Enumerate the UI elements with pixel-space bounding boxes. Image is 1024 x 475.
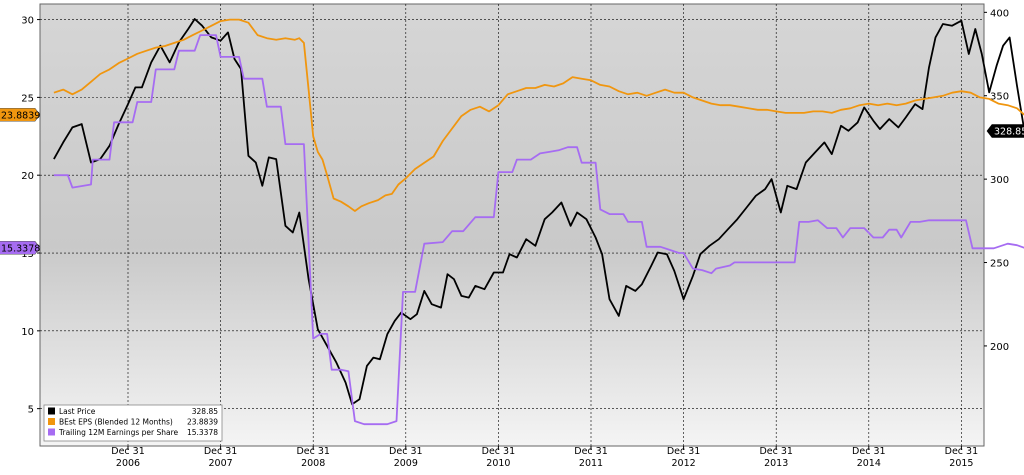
x-tick-label-line1: Dec 31 bbox=[759, 446, 793, 457]
x-tick-label-line2: 2007 bbox=[209, 458, 233, 469]
legend: Last Price 328.85 BEst EPS (Blended 12 Mon… bbox=[43, 404, 223, 442]
legend-swatch-2 bbox=[48, 428, 55, 436]
left-tick-label: 30 bbox=[21, 16, 34, 27]
legend-value-0: 328.85 bbox=[192, 407, 218, 416]
x-tick-label-line1: Dec 31 bbox=[111, 446, 145, 457]
right-tick-label: 300 bbox=[990, 175, 1009, 186]
right-tick-label: 400 bbox=[990, 8, 1009, 19]
x-tick-label-line1: Dec 31 bbox=[574, 446, 608, 457]
grid bbox=[40, 4, 984, 446]
x-tick-label-line2: 2012 bbox=[672, 458, 696, 469]
value-tag-1 bbox=[0, 107, 41, 122]
x-tick-label-line1: Dec 31 bbox=[482, 446, 516, 457]
x-tick-label-line2: 2010 bbox=[486, 458, 510, 469]
value-labels: 328.85 23.8839 15.3378 bbox=[0, 107, 1024, 255]
legend-box bbox=[43, 404, 223, 442]
x-tick-label-line1: Dec 31 bbox=[296, 446, 330, 457]
legend-value-2: 15.3378 bbox=[187, 428, 218, 437]
x-tick-label-line2: 2011 bbox=[579, 458, 603, 469]
right-tick-label: 350 bbox=[990, 92, 1009, 103]
x-tick-label-line2: 2014 bbox=[857, 458, 881, 469]
value-tag-0 bbox=[986, 124, 1024, 138]
x-tick-label-line1: Dec 31 bbox=[204, 446, 238, 457]
value-tag-2 bbox=[0, 240, 41, 255]
value-tag-text-2: 15.3378 bbox=[1, 243, 40, 254]
right-tick-label: 250 bbox=[990, 259, 1009, 270]
legend-swatch-1 bbox=[48, 418, 55, 425]
left-tick-label: 25 bbox=[21, 93, 34, 104]
series-line-2 bbox=[53, 34, 1024, 426]
x-tick-label-line2: 2006 bbox=[116, 458, 140, 469]
left-tick-label: 20 bbox=[21, 171, 34, 182]
x-tick-label-line2: 2013 bbox=[764, 458, 788, 469]
legend-label-0: Last Price bbox=[59, 407, 96, 416]
series bbox=[53, 18, 1024, 426]
plot-background bbox=[39, 3, 985, 447]
x-tick-label-line1: Dec 31 bbox=[945, 446, 979, 457]
x-tick-label-line1: Dec 31 bbox=[389, 446, 423, 457]
legend-label-2: Trailing 12M Earnings per Share bbox=[58, 428, 179, 437]
series-line-0 bbox=[53, 18, 1024, 406]
x-tick-label-line1: Dec 31 bbox=[667, 446, 701, 457]
left-tick-label: 5 bbox=[28, 405, 34, 416]
x-tick-label-line1: Dec 31 bbox=[852, 446, 886, 457]
value-tag-text-0: 328.85 bbox=[994, 127, 1024, 138]
right-tick-label: 200 bbox=[990, 342, 1009, 353]
legend-swatch-0 bbox=[48, 407, 55, 415]
x-tick-label-line2: 2008 bbox=[301, 458, 325, 469]
legend-value-1: 23.8839 bbox=[187, 418, 218, 427]
left-tick-label: 10 bbox=[21, 327, 34, 338]
legend-label-1: BEst EPS (Blended 12 Months) bbox=[59, 418, 173, 427]
series-line-1 bbox=[53, 18, 1024, 212]
x-tick-label-line2: 2009 bbox=[394, 458, 418, 469]
axes: 51015202530200250300350400Dec 312006Dec … bbox=[21, 8, 1009, 469]
x-tick-label-line2: 2015 bbox=[949, 458, 973, 469]
value-tag-text-1: 23.8839 bbox=[1, 110, 40, 121]
